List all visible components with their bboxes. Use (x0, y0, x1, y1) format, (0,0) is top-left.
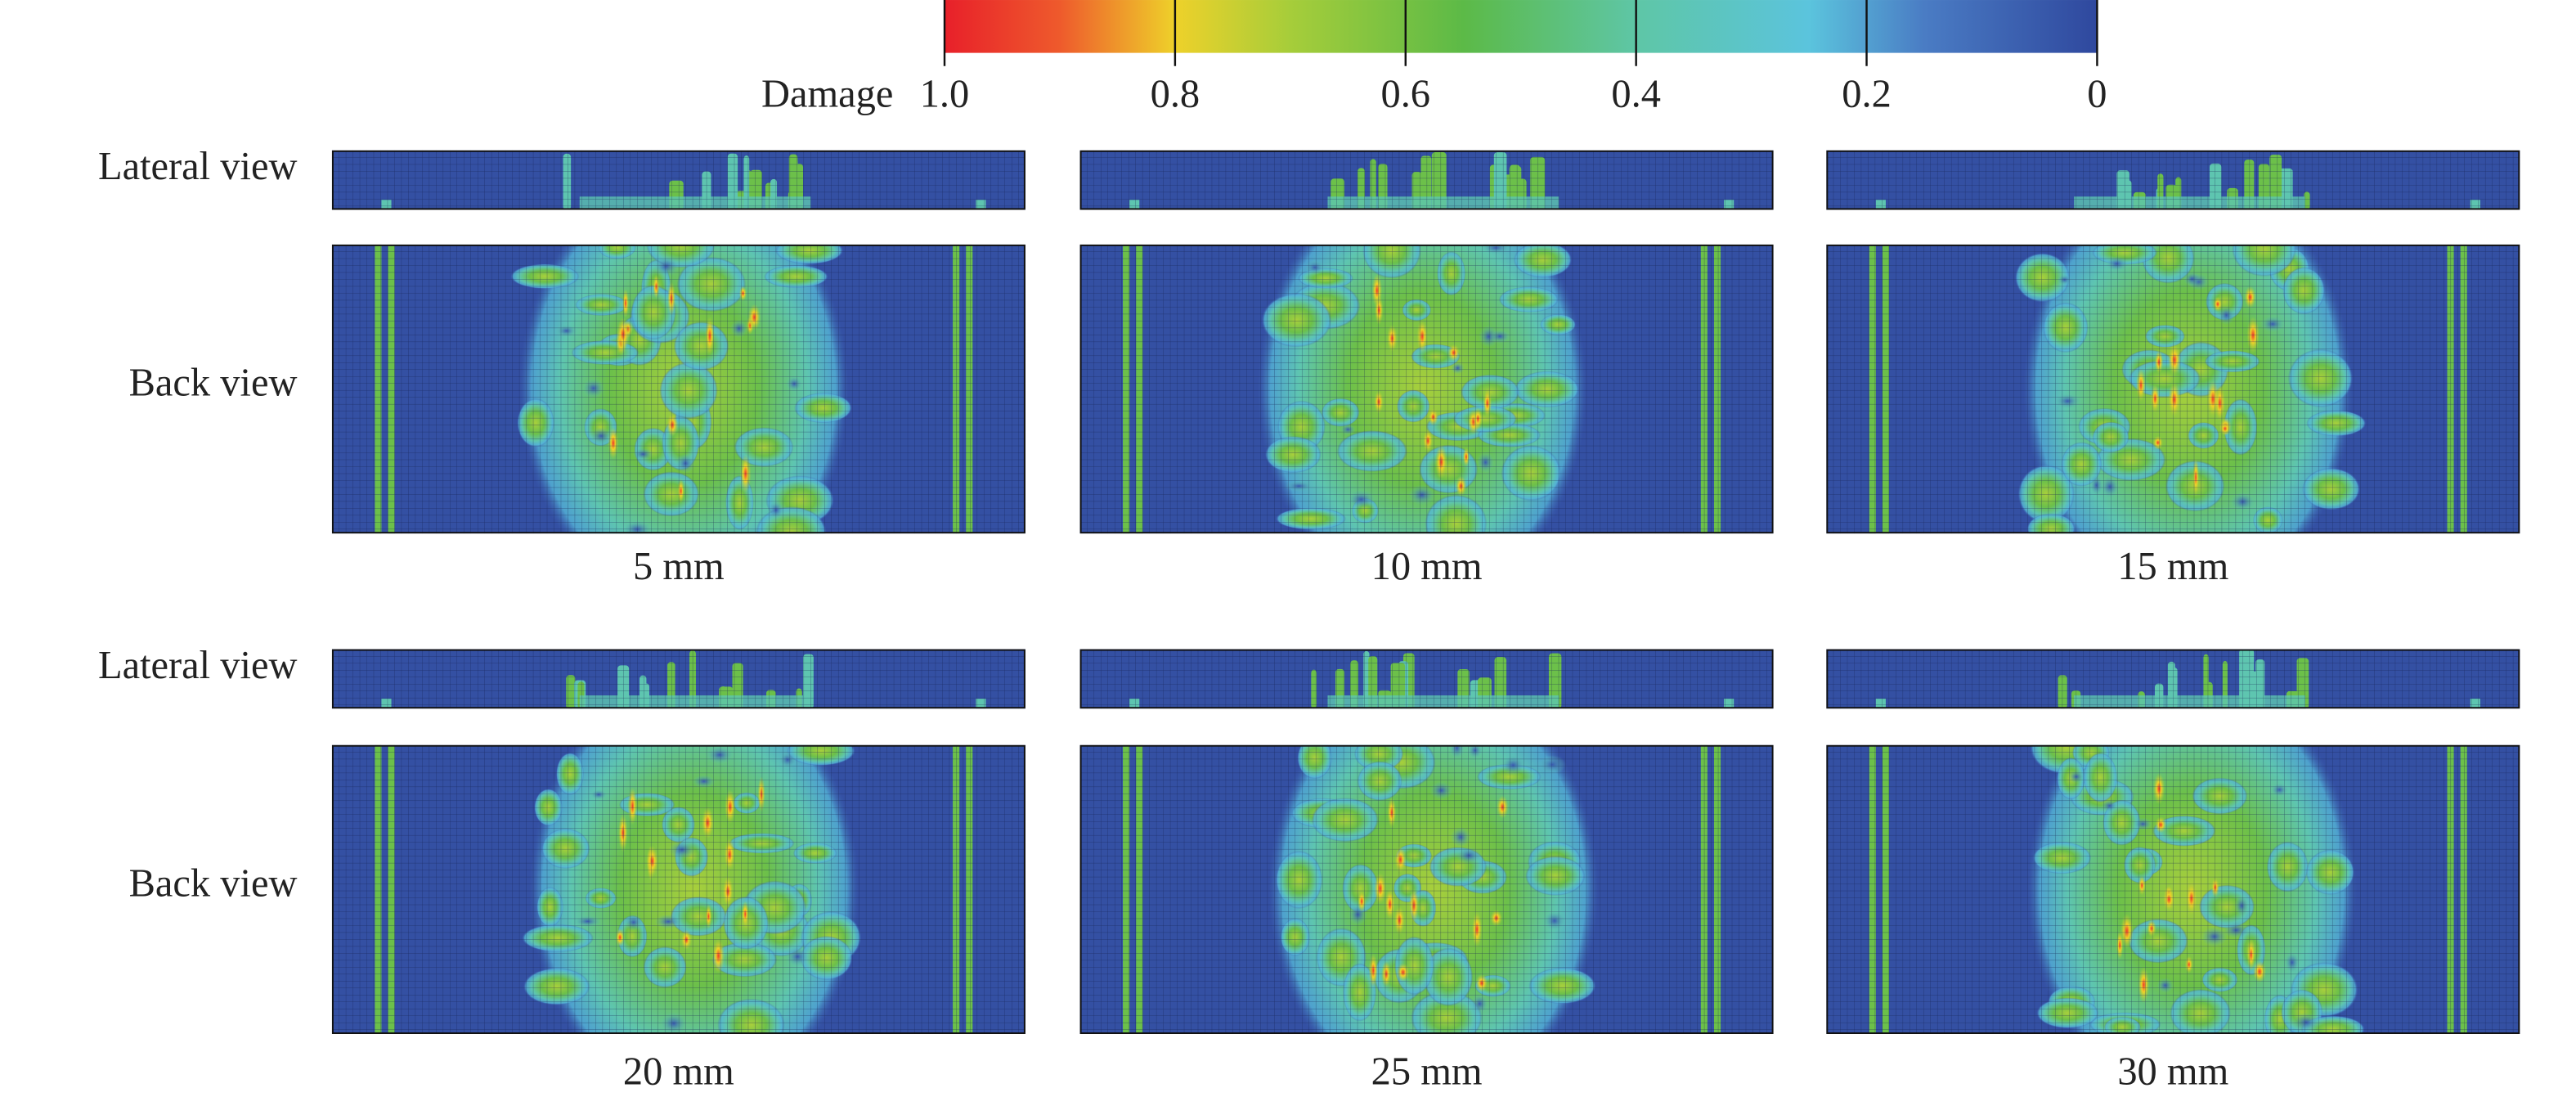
mesh (331, 649, 1025, 709)
mesh (1826, 150, 2520, 210)
back-panel (1826, 744, 2520, 1035)
panel-border (1079, 744, 1774, 1035)
panel-caption: 15 mm (2117, 545, 2228, 588)
panel-caption: 5 mm (633, 545, 725, 588)
panel-border (1826, 244, 2520, 534)
mesh (1826, 244, 2520, 534)
mesh (1826, 649, 2520, 709)
colorbar (945, 0, 2098, 53)
colorbar-tick-label: 0.4 (1611, 72, 1661, 115)
colorbar-tick-label: 0.6 (1380, 72, 1430, 115)
colorbar-tick-label: 0 (2087, 72, 2107, 115)
panel-border (331, 744, 1025, 1035)
colorbar-tick-label: 0.8 (1151, 72, 1200, 115)
back-panel (1826, 244, 2520, 534)
mesh (1079, 150, 1774, 210)
back-panel (331, 244, 1025, 534)
panel-border (1826, 649, 2520, 709)
mesh (331, 244, 1025, 534)
colorbar-tick-label: 1.0 (920, 72, 970, 115)
lateral-panel (1079, 150, 1774, 210)
row-label: Lateral view (98, 145, 297, 188)
mesh (331, 744, 1025, 1035)
back-panel (1079, 244, 1774, 534)
lateral-panel (331, 649, 1025, 709)
row-label: Lateral view (98, 644, 297, 687)
mesh (1826, 744, 2520, 1035)
mesh (1079, 744, 1774, 1035)
panel-caption: 30 mm (2117, 1050, 2228, 1094)
row-label: Back view (129, 861, 298, 905)
lateral-panel (331, 150, 1025, 210)
panel-caption: 20 mm (623, 1050, 734, 1094)
back-panel (1079, 744, 1774, 1035)
panel-border (331, 649, 1025, 709)
panel-border (331, 244, 1025, 534)
panel-border (1079, 150, 1774, 210)
panel-border (331, 150, 1025, 210)
panel-border (1826, 150, 2520, 210)
row-label: Back view (129, 362, 298, 405)
panel-border (1079, 244, 1774, 534)
panel-caption: 25 mm (1371, 1050, 1483, 1094)
mesh (331, 150, 1025, 210)
mesh (1079, 649, 1774, 709)
panel-caption: 10 mm (1371, 545, 1483, 588)
back-panel (331, 744, 1025, 1035)
colorbar-label: Damage (761, 72, 893, 115)
panel-border (1826, 744, 2520, 1035)
colorbar-tick-label: 0.2 (1842, 72, 1892, 115)
panel-border (1079, 649, 1774, 709)
lateral-panel (1826, 150, 2520, 210)
lateral-panel (1826, 649, 2520, 709)
lateral-panel (1079, 649, 1774, 709)
mesh (1079, 244, 1774, 534)
